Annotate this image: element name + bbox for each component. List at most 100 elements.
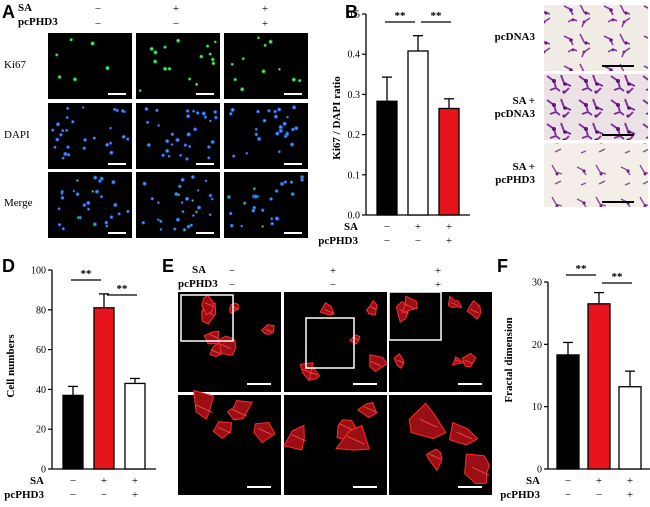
- nucleus: [178, 153, 183, 158]
- nucleus: [65, 115, 70, 120]
- nucleus: [277, 67, 282, 72]
- nucleus: [60, 195, 65, 201]
- nucleus: [125, 137, 130, 142]
- nucleus: [208, 52, 213, 57]
- y-tick-label: 0.4: [348, 50, 361, 61]
- nucleus: [272, 109, 278, 114]
- nucleus: [187, 144, 192, 149]
- d-y-axis-title: Cell numbers: [5, 334, 17, 398]
- nucleus: [255, 109, 261, 114]
- factor-label-pcphd3: pcPHD3: [18, 16, 58, 28]
- nucleus: [57, 206, 61, 211]
- nucleus: [260, 207, 266, 213]
- nucleus: [231, 154, 236, 159]
- y-tick-label: 20: [36, 425, 46, 436]
- cell-actin: [283, 424, 305, 451]
- panel-d: D Cell numbers 0 20 40 60 80 100 ** ** SA − + + pcPH…: [2, 256, 156, 501]
- nucleus: [117, 211, 122, 216]
- b-y-axis-title: Ki67 / DAPI ratio: [331, 76, 343, 160]
- significance-label: **: [612, 271, 624, 283]
- stress-fiber: [310, 371, 318, 376]
- nucleus: [229, 223, 235, 229]
- factor-label: pcPHD3: [500, 489, 540, 501]
- nucleus: [196, 188, 200, 192]
- ki67-overlay: [76, 179, 79, 182]
- nucleus: [99, 194, 104, 199]
- cell-actin: [349, 334, 361, 345]
- nucleus: [274, 188, 279, 194]
- ki67-overlay: [195, 210, 198, 214]
- nucleus: [240, 224, 244, 228]
- nucleus: [196, 204, 202, 211]
- nucleus: [187, 77, 192, 81]
- nucleus: [180, 177, 186, 183]
- factor-sign: −: [384, 235, 390, 247]
- factor-label: pcPHD3: [4, 489, 44, 501]
- nucleus: [145, 120, 150, 125]
- stress-fiber: [456, 431, 473, 440]
- stress-fiber: [257, 427, 272, 435]
- ki67-overlay: [254, 195, 258, 198]
- ki67-overlay: [159, 220, 162, 223]
- nucleus: [208, 119, 213, 123]
- nucleus: [146, 142, 152, 148]
- invasion-image-pcdna3: [544, 5, 648, 71]
- nucleus: [156, 123, 161, 128]
- nucleus: [208, 212, 212, 217]
- y-tick-label: 0.5: [348, 10, 361, 21]
- nucleus: [180, 200, 184, 205]
- nucleus: [70, 119, 76, 125]
- nucleus: [256, 36, 261, 40]
- sign-a-3-pcphd3: +: [262, 18, 268, 30]
- micrograph: [224, 172, 308, 238]
- ki67-overlay: [209, 194, 212, 197]
- nucleus: [50, 128, 55, 133]
- nucleus: [229, 107, 236, 113]
- cell-actin: [448, 421, 479, 446]
- nucleus: [206, 144, 212, 150]
- nucleus: [138, 88, 142, 93]
- bar: [556, 354, 580, 470]
- nucleus: [245, 151, 249, 155]
- nucleus: [184, 156, 190, 162]
- nucleus: [201, 110, 207, 117]
- factor-sign: +: [101, 475, 107, 487]
- c-row1-label: pcDNA3: [495, 31, 536, 43]
- stress-fiber: [428, 453, 441, 460]
- ki67-overlay: [190, 224, 193, 227]
- nucleus: [175, 217, 181, 223]
- sign-e-1-pcphd3: −: [229, 279, 235, 291]
- bar: [438, 107, 460, 216]
- factor-sign: +: [415, 221, 421, 233]
- y-tick-label: 20: [532, 340, 542, 351]
- factor-sign: −: [415, 235, 421, 247]
- nucleus: [183, 142, 188, 148]
- cell-actin: [369, 354, 388, 373]
- micrograph: [224, 33, 308, 99]
- ki67-overlay: [280, 182, 284, 186]
- nucleus: [241, 56, 246, 61]
- nucleus: [274, 215, 280, 222]
- nucleus: [205, 44, 210, 49]
- ki67-overlay: [178, 185, 181, 188]
- stress-fiber: [204, 302, 214, 307]
- stress-fiber: [265, 328, 273, 333]
- factor-label: SA: [30, 475, 44, 487]
- ki67-overlay: [183, 228, 186, 231]
- nucleus: [72, 189, 76, 193]
- sign-a-2-sa: +: [173, 3, 179, 15]
- y-tick-label: 100: [31, 266, 46, 277]
- y-tick-label: 0.2: [348, 130, 361, 141]
- factor-sign: −: [70, 475, 76, 487]
- nucleus: [110, 179, 117, 185]
- stress-fiber: [405, 303, 415, 309]
- factor-sign: +: [596, 475, 602, 487]
- nucleus: [104, 65, 111, 71]
- nucleus: [266, 108, 272, 114]
- nucleus: [211, 61, 216, 66]
- panel-letter-d: D: [2, 256, 15, 276]
- factor-sign: +: [446, 235, 452, 247]
- nucleus: [228, 111, 234, 117]
- nucleus: [268, 196, 274, 202]
- nucleus: [144, 106, 149, 112]
